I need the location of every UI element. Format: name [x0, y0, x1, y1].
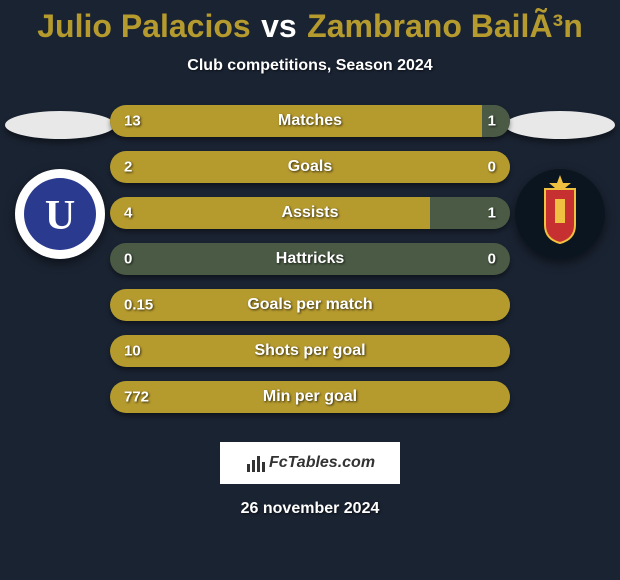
- footer-brand-box: FcTables.com: [220, 442, 400, 484]
- stat-label: Goals per match: [247, 296, 372, 314]
- stat-bar: 0 0 Hattricks: [110, 243, 510, 275]
- stat-bar: 10 Shots per goal: [110, 335, 510, 367]
- subtitle: Club competitions, Season 2024: [0, 57, 620, 75]
- stat-label: Shots per goal: [254, 342, 365, 360]
- right-club-column: [500, 105, 620, 259]
- title-vs: vs: [261, 8, 297, 44]
- stat-value-right: 1: [488, 113, 496, 130]
- stat-bar: 4 1 Assists: [110, 197, 510, 229]
- stat-label: Hattricks: [276, 250, 344, 268]
- stat-left-fill: [110, 197, 430, 229]
- shield-icon: U: [15, 169, 105, 259]
- stat-value-left: 0: [124, 251, 132, 268]
- stat-value-right: 0: [488, 251, 496, 268]
- left-ellipse: [5, 111, 115, 139]
- left-club-column: U: [0, 105, 120, 259]
- stat-value-left: 13: [124, 113, 141, 130]
- stat-label: Min per goal: [263, 388, 357, 406]
- title-player1: Julio Palacios: [37, 8, 250, 44]
- right-ellipse: [505, 111, 615, 139]
- stat-value-left: 772: [124, 389, 149, 406]
- right-club-badge: [515, 169, 605, 259]
- chart-icon: [245, 452, 267, 474]
- title-row: Julio Palacios vs Zambrano BailÃ³n: [0, 0, 620, 45]
- stat-right-fill: [430, 197, 510, 229]
- stat-right-fill: [482, 105, 510, 137]
- stat-value-left: 2: [124, 159, 132, 176]
- svg-text:U: U: [45, 193, 75, 239]
- stat-bar: 2 0 Goals: [110, 151, 510, 183]
- stat-value-left: 4: [124, 205, 132, 222]
- stat-value-right: 0: [488, 159, 496, 176]
- stat-bar: 0.15 Goals per match: [110, 289, 510, 321]
- stat-label: Assists: [282, 204, 339, 222]
- footer-date: 26 november 2024: [241, 500, 380, 518]
- left-club-badge: U: [15, 169, 105, 259]
- stat-bars: 13 1 Matches 2 0 Goals 4 1 Assists 0 0 Hattricks 0.1…: [110, 105, 510, 427]
- footer-brand-inner: FcTables.com: [221, 443, 399, 483]
- stat-label: Matches: [278, 112, 342, 130]
- stat-label: Goals: [288, 158, 332, 176]
- stat-bar: 13 1 Matches: [110, 105, 510, 137]
- stat-value-left: 0.15: [124, 297, 153, 314]
- footer-brand-text: FcTables.com: [269, 454, 375, 472]
- stat-value-left: 10: [124, 343, 141, 360]
- comparison-area: U 131Matches20Goals41Assists00Hattricks0…: [0, 105, 620, 425]
- stat-bar: 772 Min per goal: [110, 381, 510, 413]
- title-player2: Zambrano BailÃ³n: [307, 8, 583, 44]
- stat-value-right: 1: [488, 205, 496, 222]
- shield-icon: [515, 169, 605, 259]
